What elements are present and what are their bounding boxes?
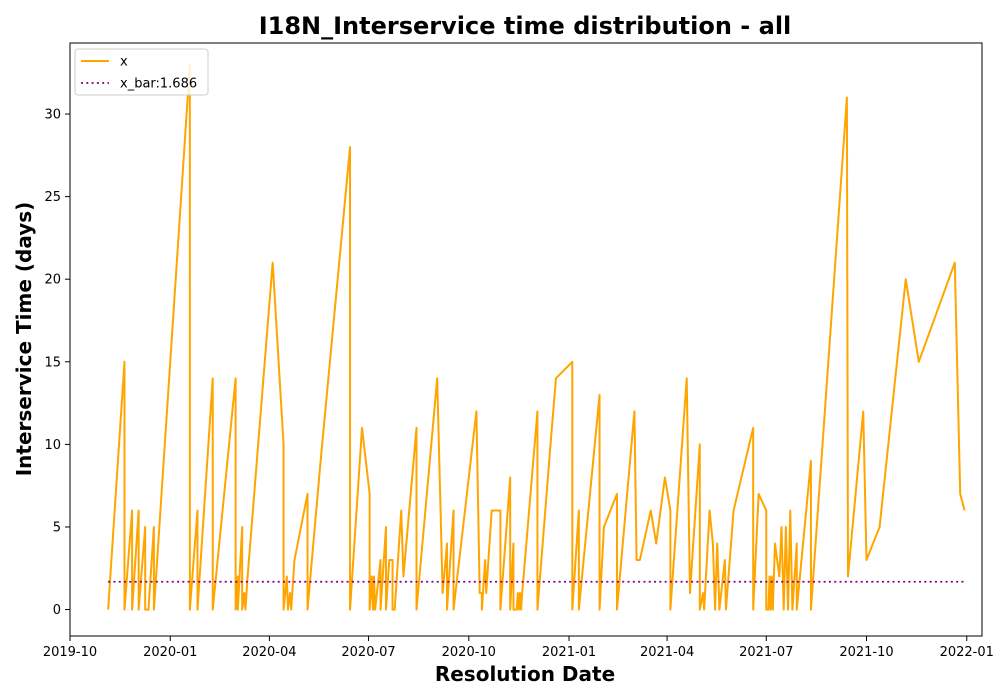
x-tick-label: 2020-04: [242, 645, 296, 660]
y-axis-label: Interservice Time (days): [12, 202, 36, 477]
legend: x x_bar:1.686: [74, 48, 209, 96]
x-tick-label: 2021-01: [542, 645, 596, 660]
y-axis: 0 5 10 15 20 25 30: [44, 108, 70, 618]
chart-title: I18N_Interservice time distribution - al…: [259, 12, 792, 40]
x-tick-label: 2021-04: [640, 645, 694, 660]
series-line-1: [107, 63, 966, 611]
y-tick-label: 5: [53, 520, 61, 535]
series-layer: [107, 63, 966, 611]
legend-label-1: x: [120, 55, 128, 70]
y-tick-label: 30: [44, 108, 61, 123]
x-tick-label: 2021-07: [739, 645, 793, 660]
x-tick-label: 2020-10: [442, 645, 496, 660]
y-tick-label: 10: [44, 438, 61, 453]
x-tick-label: 2021-10: [839, 645, 893, 660]
plot-frame: [69, 42, 983, 637]
x-tick-label: 2020-07: [341, 645, 395, 660]
x-tick-label: 2020-01: [143, 645, 197, 660]
x-tick-label: 2019-10: [43, 645, 97, 660]
y-tick-label: 25: [44, 190, 61, 205]
y-tick-label: 0: [53, 603, 61, 618]
y-tick-label: 20: [44, 273, 61, 288]
x-axis-label: Resolution Date: [435, 662, 615, 686]
y-tick-label: 15: [44, 355, 61, 370]
legend-label-2: x_bar:1.686: [120, 77, 197, 92]
x-axis: 2019-10 2020-01 2020-04 2020-07 2020-10 2021-…: [43, 636, 994, 660]
x-tick-label: 2022-01: [940, 645, 994, 660]
